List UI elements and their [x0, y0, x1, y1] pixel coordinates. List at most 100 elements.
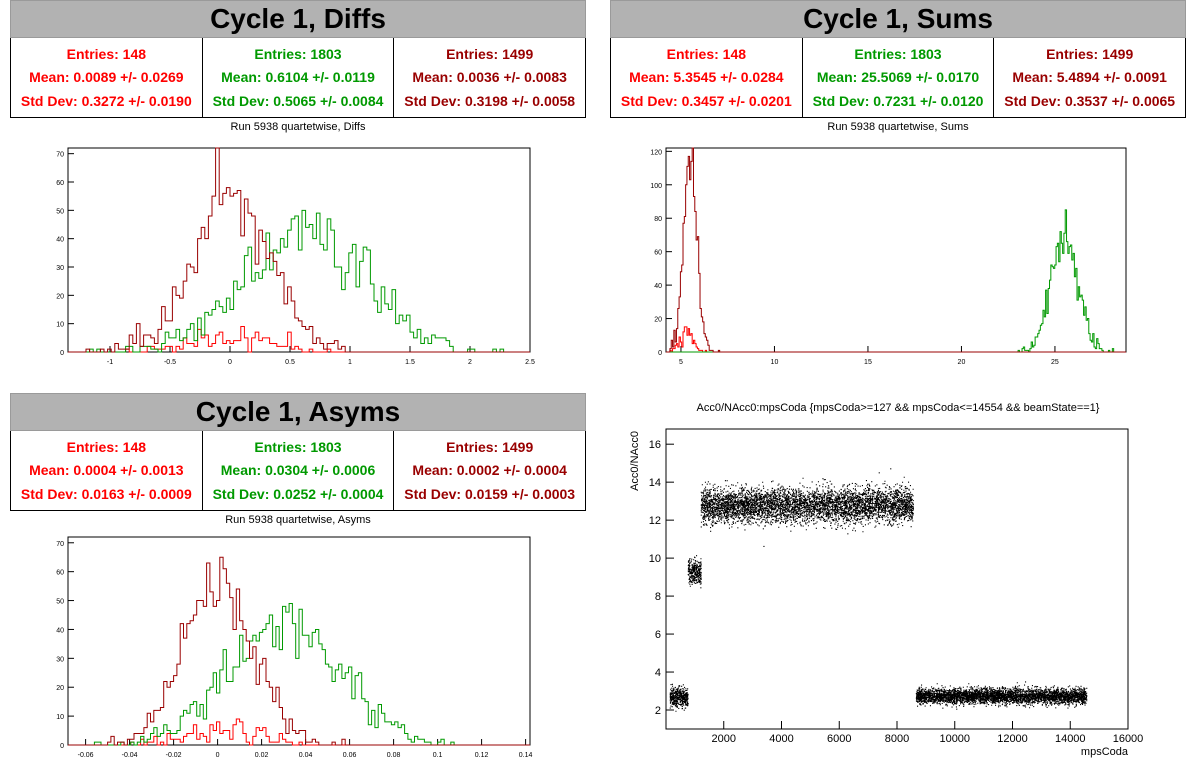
y-tick-label: 30: [56, 656, 64, 663]
stat-mean: Mean: 5.4894 +/- 0.0091: [1012, 69, 1167, 86]
x-tick-label: 0: [216, 752, 220, 759]
y-tick-label: 40: [56, 627, 64, 634]
x-tick-label: -0.5: [164, 359, 176, 366]
x-tick-label: 2000: [712, 733, 736, 745]
x-tick-label: 0.04: [299, 752, 313, 759]
x-tick-label: 12000: [997, 733, 1028, 745]
sums-stats-box: Entries: 148 Mean: 5.3545 +/- 0.0284 Std…: [610, 38, 1186, 118]
y-tick-label: 60: [56, 180, 64, 187]
x-tick-label: -0.02: [166, 752, 182, 759]
x-tick-label: 20: [958, 359, 966, 366]
stat-entries: Entries: 148: [66, 438, 147, 455]
x-tick-label: 4000: [769, 733, 793, 745]
x-tick-label: 10: [771, 359, 779, 366]
stat-entries: Entries: 148: [666, 45, 747, 62]
x-tick-label: 5: [679, 359, 683, 366]
y-tick-label: 8: [655, 591, 661, 603]
y-tick-label: 80: [654, 216, 662, 223]
stat-std: Std Dev: 0.0252 +/- 0.0004: [212, 486, 384, 503]
x-axis-label: mpsCoda: [1081, 746, 1129, 758]
diffs-panel: Cycle 1, Diffs Entries: 148 Mean: 0.0089…: [0, 0, 598, 386]
sums-histogram: 5 10 15 20 25 0 20 40 60 80 100 120: [650, 147, 1127, 366]
stat-std: Std Dev: 0.3272 +/- 0.0190: [20, 93, 192, 110]
scatter-panel: Acc0/NAcc0:mpsCoda {mpsCoda>=127 && mpsC…: [598, 393, 1196, 772]
histogram-series-darkred: [666, 147, 1126, 353]
y-tick-label: 12: [649, 515, 661, 527]
stat-mean: Mean: 0.0002 +/- 0.0004: [412, 462, 567, 479]
diffs-subtitle: Run 5938 quartetwise, Diffs: [230, 121, 366, 133]
stat-std: Std Dev: 0.7231 +/- 0.0120: [812, 93, 984, 110]
y-tick-label: 10: [56, 322, 64, 329]
stat-std: Std Dev: 0.0159 +/- 0.0003: [404, 486, 576, 503]
y-tick-label: 20: [654, 317, 662, 324]
stat-entries: Entries: 1499: [446, 438, 534, 455]
y-tick-label: 16: [649, 439, 661, 451]
stat-mean: Mean: 0.0036 +/- 0.0083: [412, 69, 567, 86]
stat-std: Std Dev: 0.5065 +/- 0.0084: [212, 93, 384, 110]
x-tick-label: 2.5: [525, 359, 535, 366]
y-tick-label: 14: [649, 477, 661, 489]
stat-mean: Mean: 25.5069 +/- 0.0170: [816, 69, 980, 86]
y-tick-label: 50: [56, 208, 64, 215]
scatter-cluster: [669, 683, 689, 712]
x-tick-label: 8000: [885, 733, 909, 745]
x-tick-label: 14000: [1055, 733, 1086, 745]
y-tick-label: 2: [655, 705, 661, 717]
stat-mean: Mean: 5.3545 +/- 0.0284: [629, 69, 784, 86]
sums-title: Cycle 1, Sums: [610, 0, 1186, 38]
x-tick-label: 0.02: [255, 752, 269, 759]
sums-stats-red: Entries: 148 Mean: 5.3545 +/- 0.0284 Std…: [611, 38, 803, 117]
asyms-panel: Cycle 1, Asyms Entries: 148 Mean: 0.0004…: [0, 393, 598, 772]
y-tick-label: 60: [56, 570, 64, 577]
sums-stats-darkred: Entries: 1499 Mean: 5.4894 +/- 0.0091 St…: [994, 38, 1185, 117]
x-tick-label: 10000: [939, 733, 970, 745]
y-tick-label: 4: [655, 667, 661, 679]
stat-mean: Mean: 0.0089 +/- 0.0269: [29, 69, 184, 86]
stat-std: Std Dev: 0.3457 +/- 0.0201: [620, 93, 792, 110]
stat-mean: Mean: 0.0004 +/- 0.0013: [29, 462, 184, 479]
y-tick-label: 0: [658, 350, 662, 357]
x-tick-label: 1: [348, 359, 352, 366]
y-tick-label: 20: [56, 293, 64, 300]
x-tick-label: 0.1: [433, 752, 443, 759]
x-tick-label: 0.08: [387, 752, 401, 759]
diffs-stats-green: Entries: 1803 Mean: 0.6104 +/- 0.0119 St…: [203, 38, 395, 117]
y-tick-label: 40: [56, 237, 64, 244]
x-tick-label: 0.12: [475, 752, 489, 759]
y-tick-label: 10: [649, 553, 661, 565]
stat-std: Std Dev: 0.3537 +/- 0.0065: [1004, 93, 1176, 110]
histogram-series-darkred: [68, 147, 530, 353]
histogram-series-darkred: [68, 556, 530, 746]
x-tick-label: -0.06: [78, 752, 94, 759]
asyms-stats-red: Entries: 148 Mean: 0.0004 +/- 0.0013 Std…: [11, 431, 203, 510]
asyms-subtitle: Run 5938 quartetwise, Asyms: [225, 514, 371, 526]
stat-mean: Mean: 0.0304 +/- 0.0006: [220, 462, 376, 479]
x-tick-label: 6000: [827, 733, 851, 745]
scatter-cluster: [700, 468, 914, 547]
y-tick-label: 100: [650, 183, 662, 190]
histogram-series-green: [68, 602, 530, 746]
scatter-title: Acc0/NAcc0:mpsCoda {mpsCoda>=127 && mpsC…: [696, 402, 1100, 414]
stat-entries: Entries: 1499: [1046, 45, 1134, 62]
x-tick-label: 0: [228, 359, 232, 366]
sums-panel: Cycle 1, Sums Entries: 148 Mean: 5.3545 …: [598, 0, 1196, 386]
y-tick-label: 40: [654, 283, 662, 290]
stat-entries: Entries: 148: [66, 45, 147, 62]
diffs-stats-box: Entries: 148 Mean: 0.0089 +/- 0.0269 Std…: [10, 38, 586, 118]
x-tick-label: 0.5: [285, 359, 295, 366]
x-tick-label: 2: [468, 359, 472, 366]
y-axis-label: Acc0/NAcc0: [629, 431, 641, 491]
x-tick-label: 0.06: [343, 752, 357, 759]
scatter-cluster: [915, 681, 1088, 710]
stat-mean: Mean: 0.6104 +/- 0.0119: [221, 69, 375, 86]
diffs-stats-darkred: Entries: 1499 Mean: 0.0036 +/- 0.0083 St…: [394, 38, 585, 117]
stat-entries: Entries: 1499: [446, 45, 534, 62]
asyms-stats-darkred: Entries: 1499 Mean: 0.0002 +/- 0.0004 St…: [394, 431, 585, 510]
sums-subtitle: Run 5938 quartetwise, Sums: [827, 121, 969, 133]
y-tick-label: 0: [60, 743, 64, 750]
y-tick-label: 60: [654, 250, 662, 257]
stat-entries: Entries: 1803: [254, 45, 342, 62]
y-tick-label: 30: [56, 265, 64, 272]
x-tick-label: 0.14: [519, 752, 533, 759]
stat-std: Std Dev: 0.3198 +/- 0.0058: [404, 93, 576, 110]
